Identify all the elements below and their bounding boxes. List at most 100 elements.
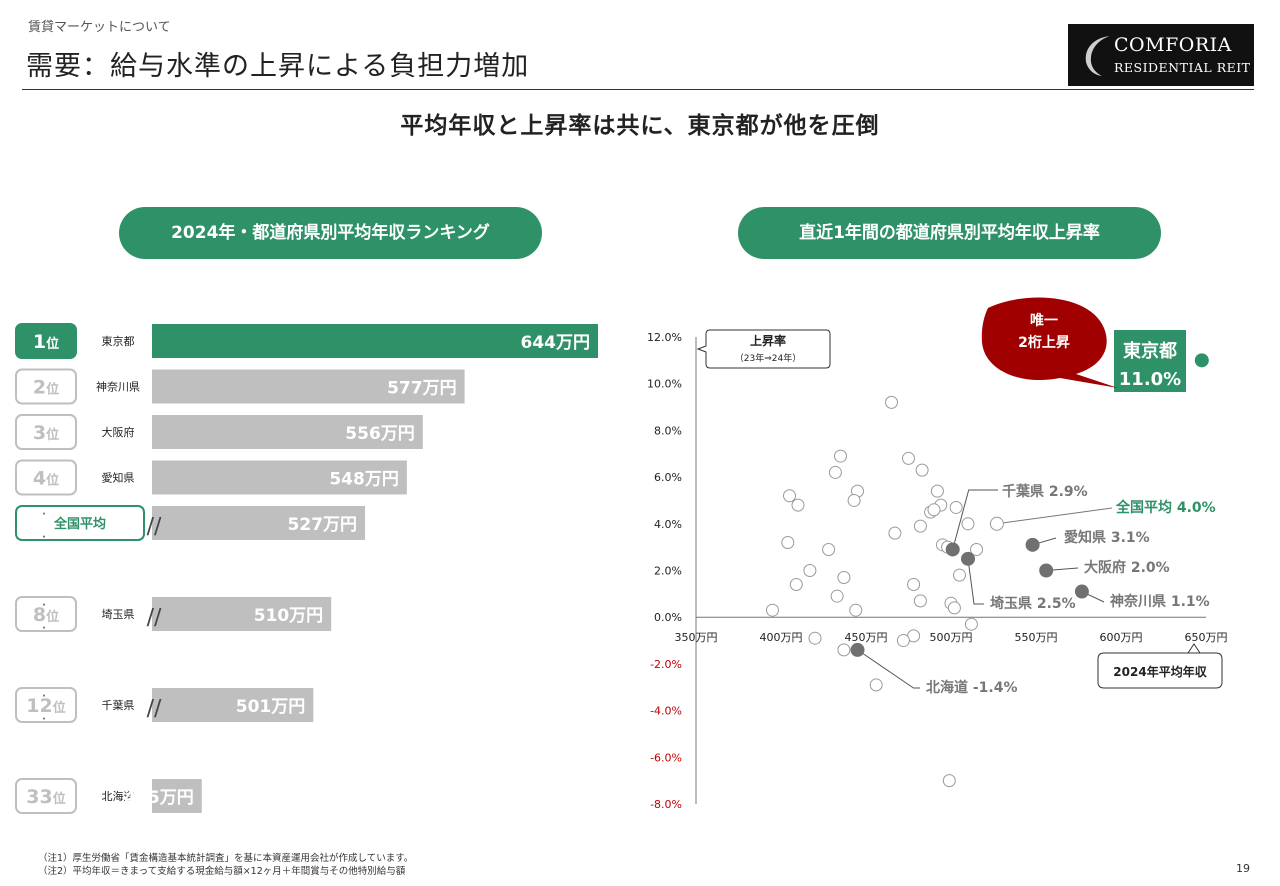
x-axis-label: 2024年平均年収 bbox=[1113, 664, 1207, 679]
highlighted-point bbox=[961, 551, 975, 566]
rank-number: 33 bbox=[26, 786, 52, 808]
bar bbox=[152, 324, 598, 358]
rank-label: 2位 bbox=[33, 377, 59, 399]
rank-badge bbox=[15, 368, 77, 405]
axis-break-mark: // bbox=[147, 697, 162, 722]
y-tick-label: 8.0% bbox=[654, 424, 682, 437]
axis-break-mark: // bbox=[147, 606, 162, 631]
footnote-1: （注1）厚生労働省「賃金構造基本統計調査」を基に本資産運用会社が作成しています。 bbox=[38, 853, 414, 864]
scatter-point bbox=[789, 578, 803, 592]
scatter-point bbox=[834, 449, 847, 463]
company-logo: COMFORIA RESIDENTIAL REIT bbox=[1068, 24, 1254, 86]
footnotes: （注1）厚生労働省「賃金構造基本統計調査」を基に本資産運用会社が作成しています。… bbox=[38, 852, 413, 878]
scatter-point bbox=[949, 500, 963, 514]
rank-suffix: 位 bbox=[46, 336, 59, 352]
prefecture-label: 北海道 bbox=[102, 789, 135, 803]
rank-number: 1 bbox=[33, 331, 46, 353]
y-tick-label: -6.0% bbox=[650, 751, 682, 764]
x-axis-label-box bbox=[1097, 643, 1223, 689]
x-tick-label: 450万円 bbox=[845, 631, 888, 644]
ellipsis-dot: ・ bbox=[39, 601, 49, 612]
point-label: 全国平均 4.0% bbox=[1115, 499, 1216, 516]
footnote-2: （注2）平均年収＝きまって支給する現金給与額×12ヶ月＋年間賞与その他特別給与額 bbox=[38, 866, 406, 877]
highlighted-point bbox=[1025, 537, 1040, 552]
highlighted-point bbox=[1074, 584, 1089, 599]
growth-chart-title: 直近1年間の都道府県別平均年収上昇率 bbox=[738, 207, 1161, 259]
y-tick-label: -8.0% bbox=[650, 798, 682, 811]
y-axis-label-box bbox=[696, 329, 831, 369]
prefecture-label: 埼玉県 bbox=[102, 607, 135, 621]
bar bbox=[152, 460, 407, 495]
scatter-point bbox=[913, 594, 927, 608]
rank-label: 3位 bbox=[33, 422, 59, 444]
rank-badge bbox=[15, 323, 77, 359]
tokyo-point bbox=[1194, 353, 1209, 368]
x-tick-label: 650万円 bbox=[1185, 631, 1228, 644]
ranking-chart-title: 2024年・都道府県別平均年収ランキング bbox=[119, 207, 542, 259]
axis-break-mark: // bbox=[147, 515, 162, 540]
scatter-point bbox=[913, 519, 927, 533]
scatter-point bbox=[837, 643, 851, 657]
scatter-point bbox=[961, 517, 975, 531]
rank-number: 8 bbox=[33, 604, 46, 626]
y-tick-label: 12.0% bbox=[647, 331, 682, 344]
rank-badge bbox=[15, 459, 77, 496]
rank-number: 3 bbox=[33, 422, 46, 444]
rank-number: 4 bbox=[33, 468, 46, 490]
logo-wordmark: COMFORIA bbox=[1114, 34, 1232, 56]
scatter-point bbox=[915, 463, 929, 477]
point-label: 千葉県 2.9% bbox=[1002, 483, 1088, 500]
rank-badge bbox=[15, 687, 77, 723]
bar bbox=[152, 506, 366, 540]
rank-label: 8位 bbox=[33, 604, 59, 626]
callout-bubble bbox=[981, 297, 1118, 388]
ellipsis-dot: ・ bbox=[39, 624, 49, 635]
scatter-point bbox=[930, 484, 944, 498]
leader-line bbox=[996, 507, 1113, 525]
scatter-point bbox=[888, 526, 902, 540]
rank-label: 12位 bbox=[26, 695, 65, 717]
scatter-point bbox=[907, 578, 921, 592]
y-tick-label: 6.0% bbox=[654, 471, 682, 484]
ellipsis-dot: ・ bbox=[39, 715, 49, 726]
scatter-point bbox=[822, 542, 836, 556]
callout-line-1: 唯一 bbox=[1030, 312, 1058, 329]
prefecture-label: 神奈川県 bbox=[96, 380, 140, 394]
page-number: 19 bbox=[1236, 862, 1250, 875]
page-title: 需要：給与水準の上昇による負担力増加 bbox=[26, 51, 530, 82]
bar bbox=[152, 597, 332, 631]
rank-suffix: 位 bbox=[46, 473, 59, 489]
rank-suffix: 位 bbox=[53, 791, 66, 807]
prefecture-label: 千葉県 bbox=[102, 698, 135, 712]
bar bbox=[152, 415, 423, 449]
scatter-point bbox=[849, 603, 863, 617]
point-label: 埼玉県 2.5% bbox=[990, 595, 1076, 612]
bar-value-label: 501万円 bbox=[236, 697, 306, 717]
national-average-point bbox=[989, 516, 1004, 531]
breadcrumb: 賃貸マーケットについて bbox=[28, 20, 171, 35]
bar-value-label: 510万円 bbox=[254, 606, 324, 626]
highlighted-point bbox=[850, 642, 865, 657]
scatter-point bbox=[927, 503, 941, 517]
highlighted-point bbox=[945, 542, 960, 557]
y-tick-label: 0.0% bbox=[654, 611, 682, 624]
bar bbox=[152, 369, 465, 404]
scatter-point bbox=[885, 395, 898, 409]
scatter-point bbox=[847, 493, 861, 507]
scatter-point bbox=[791, 498, 805, 512]
scatter-point bbox=[902, 451, 915, 465]
x-tick-label: 550万円 bbox=[1015, 631, 1058, 644]
scatter-point bbox=[970, 542, 983, 556]
point-label: 神奈川県 1.1% bbox=[1110, 593, 1210, 610]
scatter-point bbox=[830, 589, 844, 603]
y-tick-label: 10.0% bbox=[647, 378, 682, 391]
ellipsis-dot: ・ bbox=[39, 692, 49, 703]
leader-line bbox=[967, 558, 984, 605]
bar bbox=[152, 779, 202, 813]
rank-label: 1位 bbox=[33, 331, 59, 353]
ellipsis-dot: ・ bbox=[39, 510, 49, 521]
y-axis-label: 上昇率 bbox=[750, 333, 786, 348]
rank-number: 2 bbox=[33, 377, 46, 399]
y-axis-sublabel: （23年⇒24年） bbox=[735, 352, 801, 364]
tokyo-label-box bbox=[1114, 330, 1186, 392]
